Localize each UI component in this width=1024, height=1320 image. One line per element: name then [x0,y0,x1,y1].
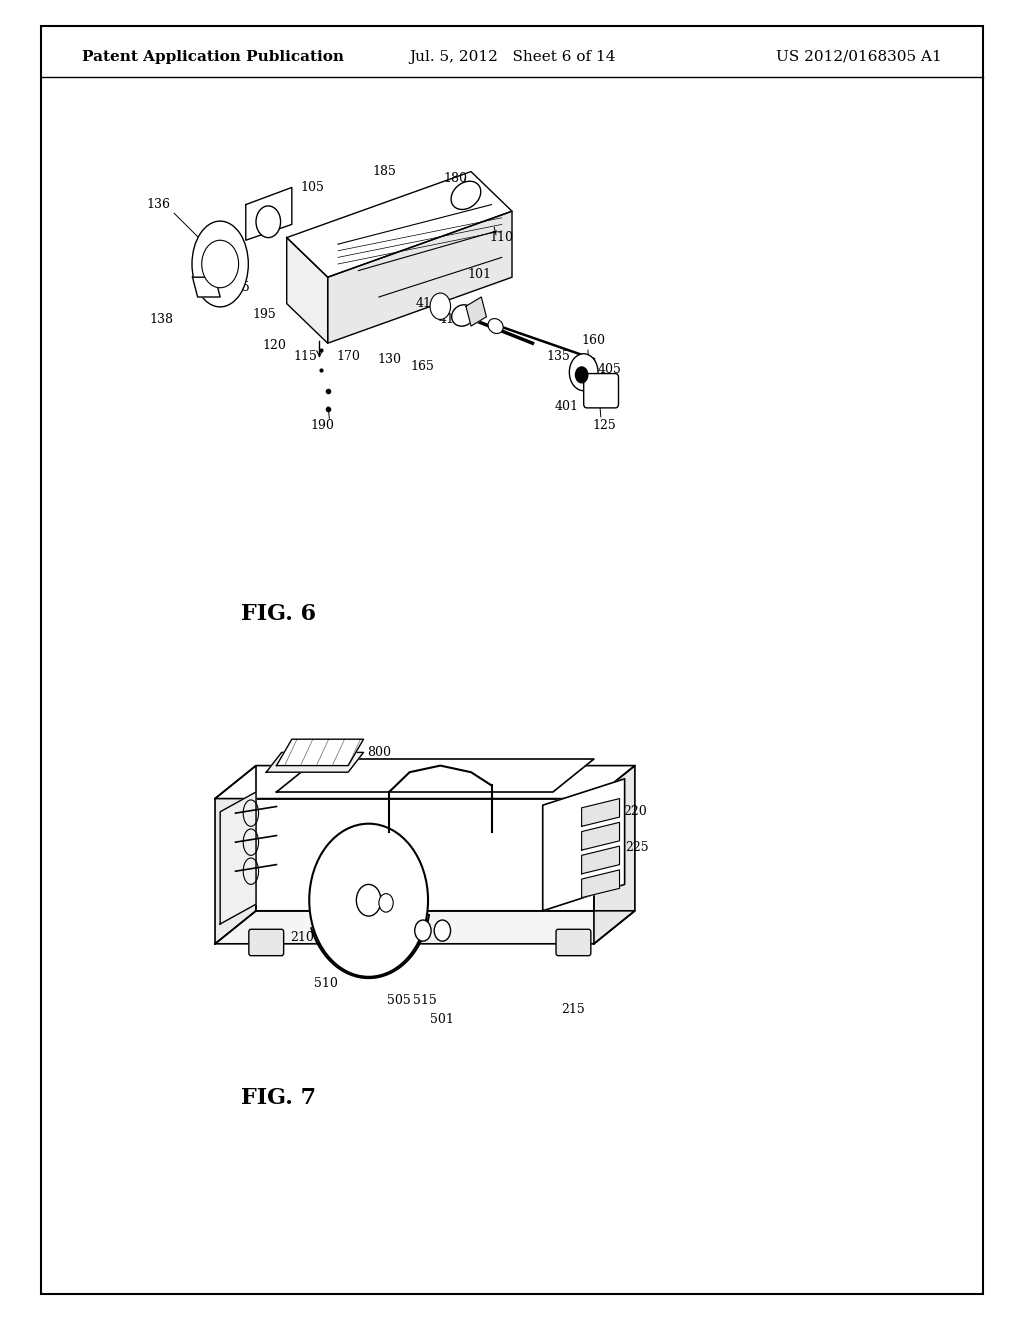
Circle shape [430,293,451,319]
Ellipse shape [451,181,481,210]
Text: 110: 110 [489,231,514,244]
Text: 190: 190 [310,418,335,432]
Text: 120: 120 [262,339,287,352]
Text: 135: 135 [546,350,570,363]
Polygon shape [215,766,256,944]
Text: 405: 405 [597,363,622,376]
FancyBboxPatch shape [556,929,591,956]
Text: 165: 165 [410,360,434,374]
Text: 138: 138 [150,313,174,326]
Polygon shape [287,238,328,343]
Text: 410: 410 [438,313,463,326]
Polygon shape [256,799,594,911]
Polygon shape [287,172,512,277]
Text: 180: 180 [443,172,468,185]
Text: Patent Application Publication: Patent Application Publication [82,50,344,63]
Text: 505: 505 [387,994,412,1007]
Circle shape [309,824,428,977]
Text: 115: 115 [293,350,317,363]
Text: 160: 160 [582,334,606,347]
Text: 105: 105 [300,181,325,194]
Text: 415: 415 [416,297,440,310]
Text: 195: 195 [252,308,276,321]
Text: 136: 136 [146,198,171,211]
Text: 125: 125 [592,418,616,432]
Circle shape [569,354,598,391]
Circle shape [575,367,588,383]
FancyBboxPatch shape [584,374,618,408]
Text: 175: 175 [226,281,251,294]
Polygon shape [466,297,486,326]
Text: 220: 220 [623,805,647,818]
Polygon shape [582,846,620,874]
Polygon shape [582,870,620,898]
Text: FIG. 7: FIG. 7 [241,1088,315,1109]
Polygon shape [266,752,364,772]
Circle shape [379,894,393,912]
Ellipse shape [452,305,474,326]
Ellipse shape [488,318,503,334]
Text: 210: 210 [290,931,314,944]
Ellipse shape [193,220,248,308]
Text: 130: 130 [377,352,401,366]
FancyBboxPatch shape [249,929,284,956]
Text: 101: 101 [467,268,492,281]
Polygon shape [582,799,620,826]
Text: Jul. 5, 2012   Sheet 6 of 14: Jul. 5, 2012 Sheet 6 of 14 [409,50,615,63]
Polygon shape [328,211,512,343]
Circle shape [356,884,381,916]
Polygon shape [582,822,620,850]
Text: 185: 185 [372,165,396,178]
Polygon shape [215,766,635,799]
Text: 501: 501 [430,1012,455,1026]
Polygon shape [220,792,256,924]
Polygon shape [543,779,625,911]
Text: 401: 401 [554,400,579,413]
Text: 800: 800 [367,746,391,759]
Polygon shape [276,759,594,792]
Text: FIG. 6: FIG. 6 [241,603,315,624]
Text: 700: 700 [433,766,458,779]
Circle shape [202,240,239,288]
Polygon shape [594,766,635,944]
Text: 510: 510 [313,977,338,990]
Circle shape [434,920,451,941]
Circle shape [256,206,281,238]
Text: 170: 170 [336,350,360,363]
Circle shape [415,920,431,941]
Text: 215: 215 [561,1003,586,1016]
Polygon shape [215,911,635,944]
Text: 515: 515 [413,994,437,1007]
Polygon shape [193,277,220,297]
Polygon shape [276,739,364,766]
Polygon shape [246,187,292,240]
Text: 225: 225 [625,841,649,854]
Text: US 2012/0168305 A1: US 2012/0168305 A1 [776,50,942,63]
